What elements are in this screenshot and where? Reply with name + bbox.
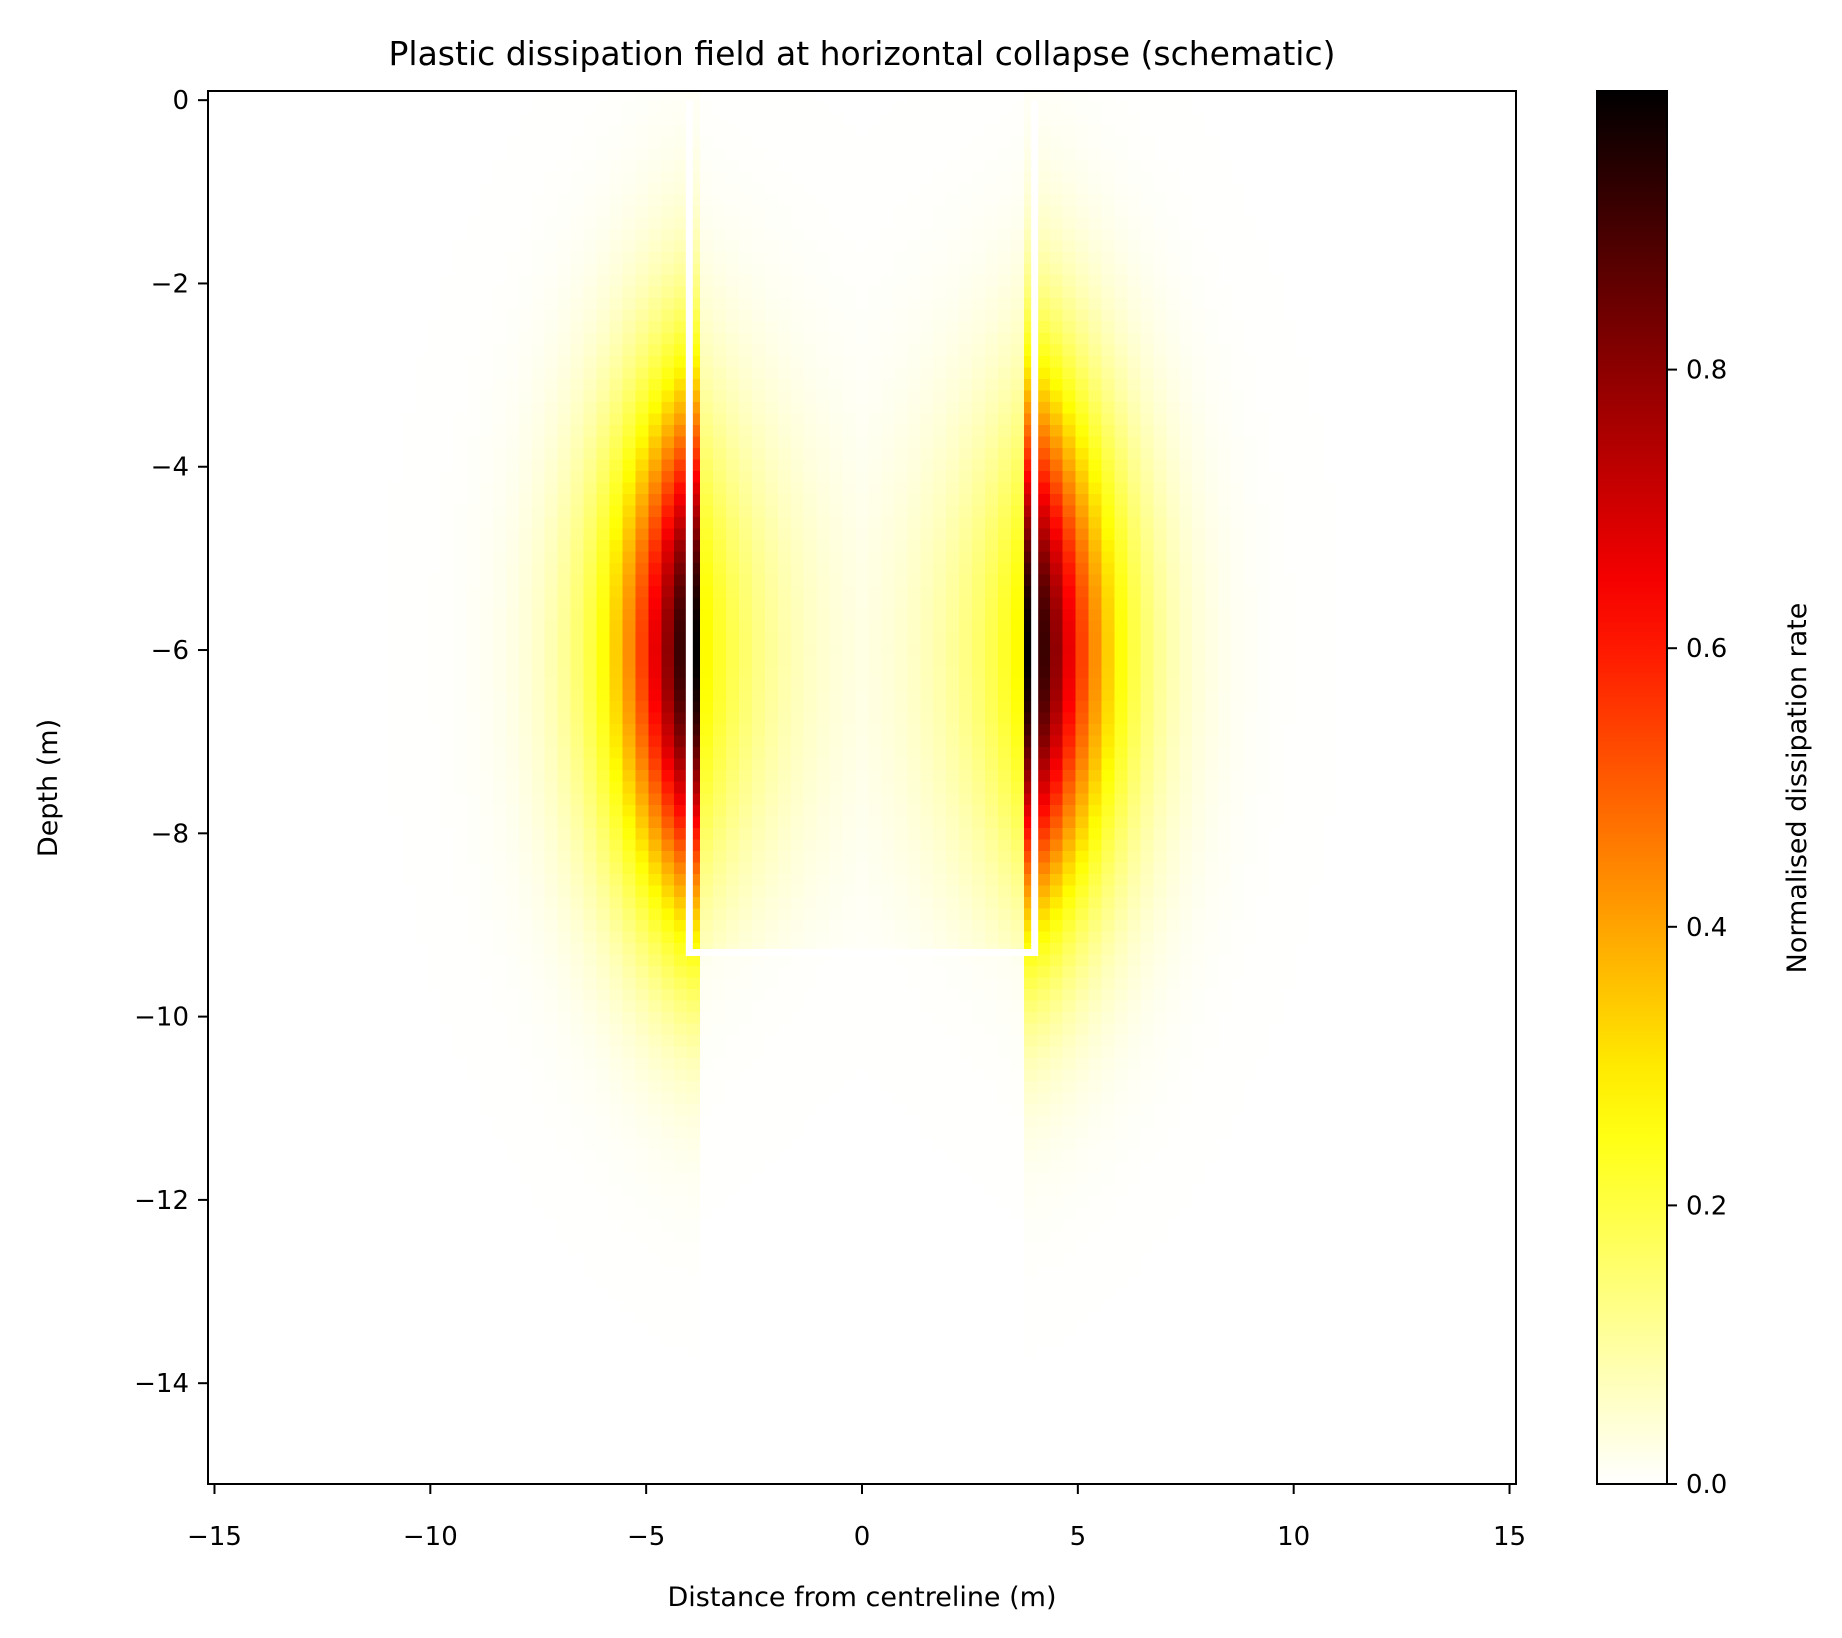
y-axis-label: Depth (m) (33, 719, 64, 857)
plot-frame (207, 90, 1517, 1485)
x-axis-ticks: −15 −10 −5 0 5 10 15 (187, 1484, 1526, 1552)
colorbar-frame (1596, 90, 1668, 1485)
x-tick-label: −5 (627, 1522, 665, 1552)
x-tick-label: 10 (1277, 1522, 1310, 1552)
colorbar-tick-label: 0.0 (1686, 1470, 1727, 1500)
dissipation-heatmap (208, 91, 1516, 1484)
x-tick-label: 5 (1070, 1522, 1087, 1552)
x-axis-label: Distance from centreline (m) (667, 1582, 1056, 1613)
y-tick-label: −2 (151, 269, 189, 299)
y-tick-label: −14 (134, 1369, 189, 1399)
y-tick-label: −8 (151, 819, 189, 849)
chart-title: Plastic dissipation field at horizontal … (389, 34, 1336, 73)
colorbar-ticks: 0.0 0.2 0.4 0.6 0.8 (1667, 356, 1727, 1500)
colorbar-label: Normalised dissipation rate (1782, 603, 1813, 974)
x-tick-label: 0 (854, 1522, 871, 1552)
colorbar-tick-label: 0.4 (1686, 913, 1727, 943)
y-tick-label: −12 (134, 1186, 189, 1216)
colorbar-gradient (1597, 91, 1667, 1484)
wall-outline-line (685, 100, 1039, 956)
x-tick-label: 15 (1493, 1522, 1526, 1552)
wall-outline (685, 100, 1039, 956)
colorbar-tick-label: 0.6 (1686, 634, 1727, 664)
colorbar-tick-label: 0.2 (1686, 1191, 1727, 1221)
x-tick-label: −10 (403, 1522, 458, 1552)
y-tick-label: −6 (151, 636, 189, 666)
x-tick-label: −15 (187, 1522, 242, 1552)
colorbar-tick-label: 0.8 (1686, 356, 1727, 386)
y-tick-label: −10 (134, 1003, 189, 1033)
y-axis-ticks: 0 −2 −4 −6 −8 −10 −12 −14 (134, 86, 208, 1399)
y-tick-label: 0 (172, 86, 189, 116)
y-tick-label: −4 (151, 453, 189, 483)
